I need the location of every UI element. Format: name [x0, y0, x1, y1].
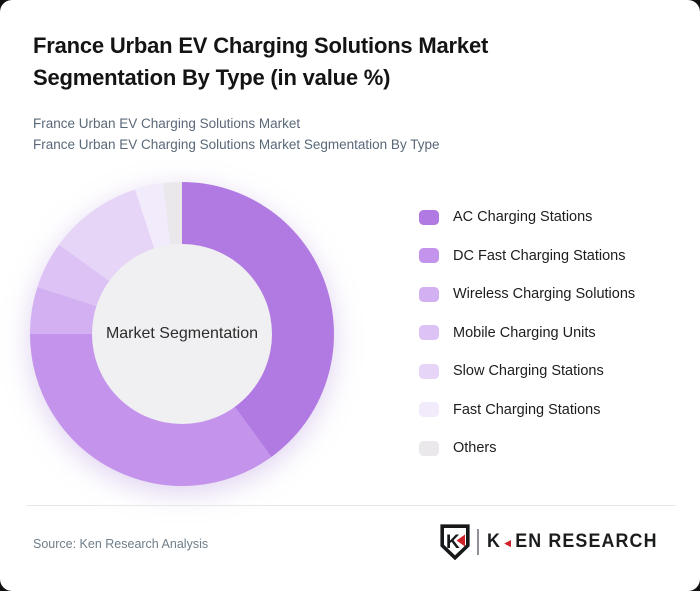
title-line-1: France Urban EV Charging Solutions Marke… [33, 33, 489, 58]
legend-item-fast-charging-stations: Fast Charging Stations [419, 399, 635, 421]
source-note: Source: Ken Research Analysis [33, 537, 209, 551]
chart-legend: AC Charging Stations DC Fast Charging Sta… [419, 206, 635, 476]
legend-item-slow-charging-stations: Slow Charging Stations [419, 360, 635, 382]
legend-item-mobile-charging-units: Mobile Charging Units [419, 322, 635, 344]
legend-swatch [419, 286, 439, 302]
legend-swatch [419, 440, 439, 456]
chart-subtitles: France Urban EV Charging Solutions Marke… [33, 113, 439, 155]
legend-swatch [419, 209, 439, 225]
ken-research-logo: K K ◄ EN RESEARCH [439, 524, 669, 560]
legend-item-dc-fast-charging-stations: DC Fast Charging Stations [419, 245, 635, 267]
legend-label: Fast Charging Stations [453, 401, 601, 418]
logo-word-rest: EN RESEARCH [514, 531, 658, 552]
logo-shield-icon: K [439, 524, 470, 560]
legend-item-ac-charging-stations: AC Charging Stations [419, 206, 635, 228]
logo-separator [476, 529, 479, 555]
footer-divider [26, 505, 676, 506]
page-title: France Urban EV Charging Solutions Marke… [33, 30, 653, 94]
legend-label: Wireless Charging Solutions [453, 286, 636, 302]
legend-label: Others [453, 440, 497, 456]
logo-wordmark: K ◄ EN RESEARCH [487, 531, 658, 553]
legend-item-others: Others [419, 437, 635, 459]
legend-swatch [419, 363, 439, 379]
legend-label: Slow Charging Stations [453, 363, 604, 379]
svg-text:K: K [446, 532, 460, 553]
legend-label: AC Charging Stations [453, 209, 593, 225]
donut-chart-area: Market Segmentation [27, 179, 337, 489]
donut-hole [92, 244, 272, 424]
title-line-2: Segmentation By Type (in value %) [33, 65, 391, 90]
legend-item-wireless-charging-solutions: Wireless Charging Solutions [419, 283, 635, 305]
logo-word-k: K [486, 531, 501, 552]
logo-red-triangle-icon: ◄ [501, 535, 514, 550]
donut-chart [30, 182, 334, 486]
legend-swatch [419, 402, 439, 417]
subtitle-line-2: France Urban EV Charging Solutions Marke… [33, 137, 440, 152]
legend-label: DC Fast Charging Stations [453, 247, 626, 264]
legend-swatch [419, 248, 439, 263]
legend-label: Mobile Charging Units [453, 324, 596, 341]
subtitle-line-1: France Urban EV Charging Solutions Marke… [33, 116, 301, 131]
logo-shield-triangle [456, 534, 465, 547]
legend-swatch [419, 325, 439, 340]
